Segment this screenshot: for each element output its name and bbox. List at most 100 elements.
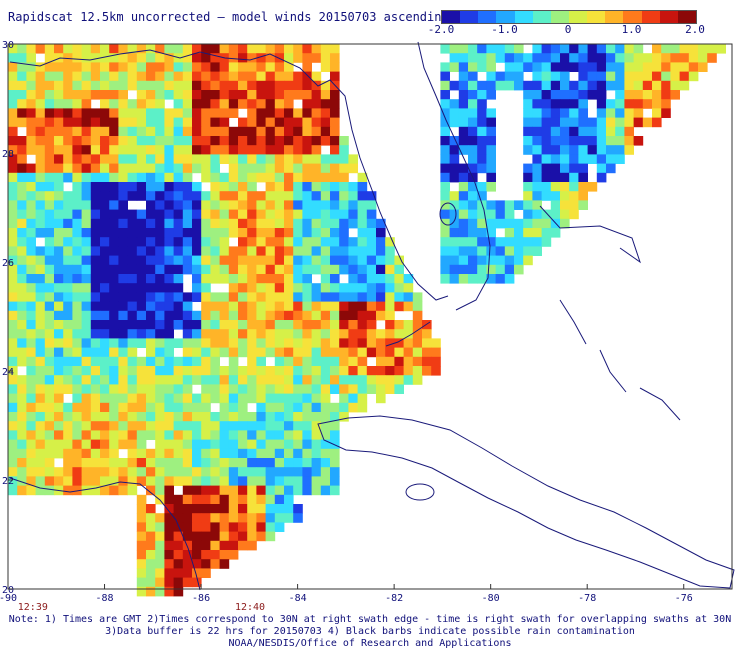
- wind-cell: [8, 255, 18, 266]
- wind-cell: [330, 228, 340, 238]
- wind-cell: [477, 80, 487, 91]
- wind-cell: [8, 320, 18, 330]
- wind-cell: [210, 90, 220, 100]
- wind-cell: [192, 126, 202, 137]
- wind-cell: [8, 310, 18, 321]
- wind-cell: [256, 117, 266, 128]
- wind-cell: [8, 329, 18, 339]
- colorbar-swatch: [496, 11, 515, 23]
- wind-cell: [173, 504, 184, 514]
- wind-cell: [256, 264, 266, 275]
- wind-cell: [320, 485, 331, 496]
- wind-cell: [247, 338, 257, 348]
- wind-cell: [403, 375, 414, 385]
- wind-cell: [35, 421, 46, 431]
- wind-cell: [146, 393, 156, 404]
- wind-cell: [247, 329, 257, 339]
- wind-cell: [449, 62, 460, 72]
- wind-cell: [44, 366, 55, 376]
- wind-cell: [569, 90, 579, 100]
- wind-cell: [504, 53, 515, 63]
- wind-cell: [606, 71, 616, 82]
- wind-cell: [63, 476, 73, 486]
- wind-cell: [118, 329, 128, 339]
- wind-cell: [219, 182, 230, 192]
- wind-cell: [348, 384, 358, 394]
- wind-cell: [63, 458, 73, 468]
- wind-cell: [311, 163, 322, 174]
- wind-cell: [118, 163, 128, 174]
- wind-cell: [8, 90, 18, 100]
- wind-cell: [302, 228, 312, 238]
- wind-cell: [136, 320, 147, 330]
- wind-cell: [100, 320, 110, 330]
- wind-cell: [155, 218, 165, 229]
- wind-cell: [127, 448, 138, 459]
- wind-cell: [228, 513, 239, 523]
- wind-cell: [274, 448, 285, 459]
- wind-cell: [311, 402, 322, 413]
- wind-cell: [90, 421, 101, 431]
- wind-cell: [238, 329, 248, 339]
- wind-cell: [54, 163, 64, 174]
- wind-cell: [182, 255, 193, 266]
- wind-cell: [118, 255, 128, 266]
- wind-cell: [320, 90, 331, 100]
- wind-cell: [495, 44, 506, 54]
- wind-cell: [624, 44, 634, 54]
- wind-cell: [265, 80, 276, 91]
- wind-cell: [164, 402, 174, 413]
- wind-cell: [247, 522, 257, 532]
- wind-cell: [182, 366, 193, 376]
- wind-cell: [63, 228, 73, 238]
- wind-cell: [422, 329, 432, 339]
- wind-cell: [17, 412, 27, 422]
- wind-cell: [302, 310, 312, 321]
- wind-cell: [320, 467, 331, 477]
- wind-cell: [182, 90, 193, 100]
- wind-cell: [26, 421, 36, 431]
- wind-cell: [541, 182, 552, 192]
- wind-cell: [523, 255, 533, 266]
- wind-cell: [164, 559, 174, 569]
- wind-cell: [136, 228, 147, 238]
- wind-cell: [550, 228, 561, 238]
- wind-cell: [348, 154, 358, 164]
- wind-cell: [118, 246, 128, 256]
- wind-cell: [330, 356, 340, 367]
- wind-cell: [560, 136, 570, 146]
- wind-cell: [560, 191, 570, 201]
- wind-cell: [624, 80, 634, 91]
- wind-cell: [100, 126, 110, 137]
- wind-cell: [238, 99, 248, 109]
- wind-cell: [155, 393, 165, 404]
- wind-cell: [468, 154, 478, 164]
- wind-cell: [26, 301, 36, 312]
- wind-cell: [376, 228, 386, 238]
- wind-cell: [293, 320, 303, 330]
- wind-cell: [284, 448, 294, 459]
- wind-cell: [330, 375, 340, 385]
- wind-cell: [127, 292, 138, 302]
- wind-cell: [17, 485, 27, 496]
- wind-cell: [173, 154, 184, 164]
- wind-cell: [54, 421, 64, 431]
- wind-cell: [302, 301, 312, 312]
- wind-cell: [311, 264, 322, 275]
- wind-cell: [274, 154, 285, 164]
- wind-cell: [164, 504, 174, 514]
- wind-cell: [265, 53, 276, 63]
- wind-cell: [201, 126, 211, 137]
- wind-cell: [54, 154, 64, 164]
- wind-cell: [164, 577, 174, 588]
- wind-cell: [136, 274, 147, 284]
- wind-cell: [238, 467, 248, 477]
- wind-cell: [550, 117, 561, 128]
- wind-cell: [228, 246, 239, 256]
- wind-cell: [201, 504, 211, 514]
- wind-cell: [284, 292, 294, 302]
- wind-cell: [688, 44, 699, 54]
- wind-cell: [35, 356, 46, 367]
- wind-cell: [238, 366, 248, 376]
- wind-cell: [440, 145, 450, 155]
